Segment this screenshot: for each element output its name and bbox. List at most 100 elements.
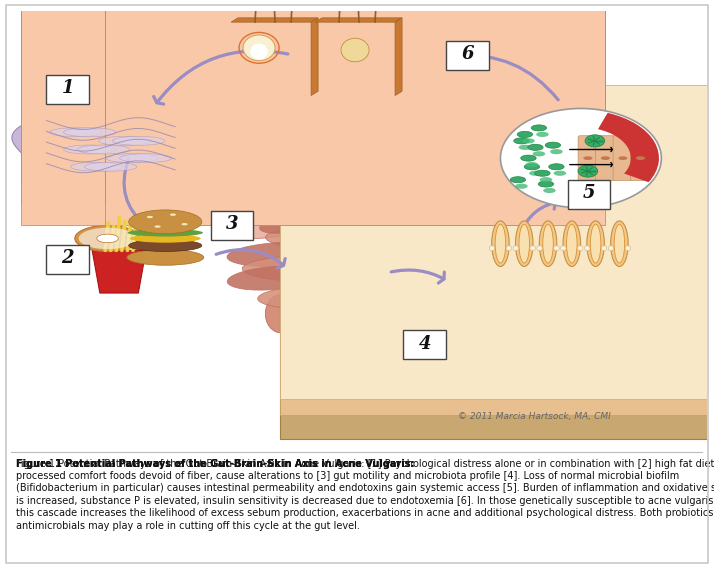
Ellipse shape [99,136,151,145]
Ellipse shape [539,221,557,266]
FancyBboxPatch shape [21,0,521,185]
Ellipse shape [492,221,509,266]
FancyBboxPatch shape [21,0,521,204]
Ellipse shape [553,245,559,251]
Polygon shape [630,208,643,309]
Ellipse shape [220,213,311,239]
Ellipse shape [343,224,403,247]
Ellipse shape [266,228,388,252]
Ellipse shape [519,224,530,263]
Ellipse shape [181,223,188,225]
FancyArrowPatch shape [124,158,149,229]
Wedge shape [598,113,659,182]
Ellipse shape [517,131,533,137]
FancyBboxPatch shape [105,0,605,225]
Ellipse shape [341,38,369,62]
Ellipse shape [49,128,102,137]
Ellipse shape [511,177,526,183]
Text: 2: 2 [61,249,74,268]
FancyBboxPatch shape [105,0,605,204]
Ellipse shape [119,154,172,162]
Ellipse shape [531,125,547,131]
Ellipse shape [242,256,381,282]
Polygon shape [231,18,318,22]
FancyBboxPatch shape [578,136,598,181]
Ellipse shape [583,156,593,160]
Ellipse shape [618,156,628,160]
Ellipse shape [514,138,529,144]
Ellipse shape [536,132,549,137]
FancyBboxPatch shape [630,136,650,181]
Ellipse shape [537,245,543,251]
Ellipse shape [227,242,334,266]
Ellipse shape [584,245,590,251]
Text: 3: 3 [226,215,238,233]
Circle shape [578,165,598,177]
FancyBboxPatch shape [446,41,489,69]
Ellipse shape [533,151,545,156]
Ellipse shape [540,177,552,182]
FancyBboxPatch shape [105,0,605,185]
Ellipse shape [553,170,566,176]
Ellipse shape [610,221,628,266]
Ellipse shape [170,214,176,216]
Ellipse shape [304,271,396,295]
Ellipse shape [106,154,158,162]
Ellipse shape [518,145,531,150]
FancyArrowPatch shape [154,51,288,104]
Ellipse shape [321,236,411,264]
Text: Figure 1 Potential Pathways of the Gut-Brain-Skin Axis in Acne Vulgaris:: Figure 1 Potential Pathways of the Gut-B… [16,459,418,469]
Ellipse shape [535,170,550,176]
Ellipse shape [563,221,580,266]
FancyBboxPatch shape [280,153,714,438]
Ellipse shape [614,224,625,263]
Ellipse shape [550,149,563,154]
Ellipse shape [625,245,630,251]
Ellipse shape [243,35,275,61]
Ellipse shape [227,266,319,290]
Ellipse shape [522,138,535,144]
Ellipse shape [71,162,123,171]
FancyArrowPatch shape [216,249,285,268]
Polygon shape [12,105,209,194]
Polygon shape [395,18,402,95]
Ellipse shape [496,224,506,263]
Ellipse shape [578,245,583,251]
FancyBboxPatch shape [46,75,89,103]
Ellipse shape [64,145,116,154]
Ellipse shape [513,245,518,251]
FancyBboxPatch shape [613,136,633,181]
Ellipse shape [64,128,116,137]
Polygon shape [311,18,318,95]
FancyArrowPatch shape [456,50,558,100]
Ellipse shape [127,249,203,265]
Ellipse shape [129,240,202,252]
Text: Figure 1 Potential Pathways of the Gut-Brain-Skin Axis in Acne Vulgaris: [1] Psy: Figure 1 Potential Pathways of the Gut-B… [16,459,714,531]
FancyArrowPatch shape [570,162,613,166]
Ellipse shape [526,162,538,167]
Ellipse shape [79,228,136,249]
Ellipse shape [543,224,553,263]
Text: © 2011 Marcia Hartsock, MA, CMI: © 2011 Marcia Hartsock, MA, CMI [458,412,611,421]
Ellipse shape [305,203,411,229]
Ellipse shape [530,245,536,251]
Ellipse shape [51,176,106,203]
FancyBboxPatch shape [21,0,521,225]
Ellipse shape [528,144,543,151]
Ellipse shape [524,164,540,170]
Ellipse shape [608,245,614,251]
Ellipse shape [506,245,512,251]
Ellipse shape [560,245,566,251]
Polygon shape [92,250,146,293]
Polygon shape [315,18,402,22]
Ellipse shape [258,286,366,308]
Text: 4: 4 [418,335,431,353]
FancyBboxPatch shape [403,331,446,359]
Ellipse shape [128,229,203,236]
Ellipse shape [260,209,333,233]
FancyArrowPatch shape [518,197,555,244]
Ellipse shape [242,189,381,215]
Ellipse shape [590,224,601,263]
FancyBboxPatch shape [280,137,714,415]
Ellipse shape [545,142,560,148]
